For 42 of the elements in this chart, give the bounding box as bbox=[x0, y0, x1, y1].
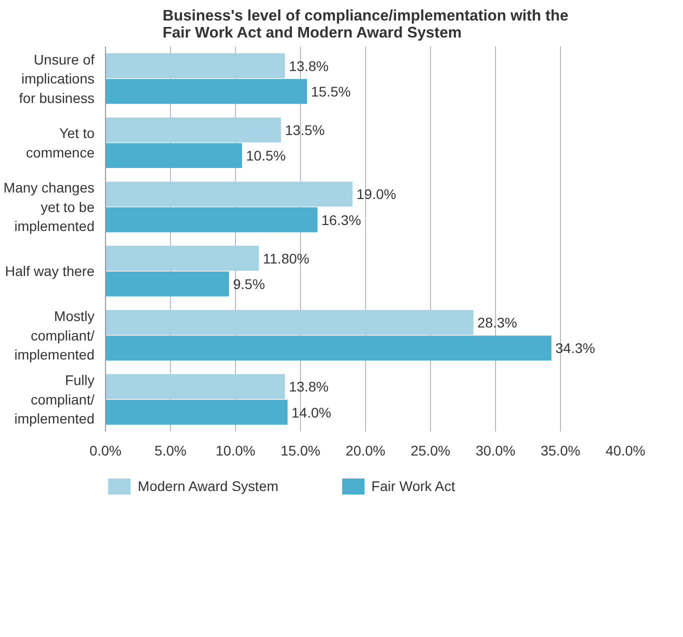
y-tick-label: Unsure of implications for business bbox=[19, 51, 95, 106]
x-tick-label: 0.0% bbox=[90, 442, 122, 458]
y-tick-label: Half way there bbox=[5, 263, 95, 280]
x-tick-label: 20.0% bbox=[346, 442, 386, 458]
x-tick-label: 25.0% bbox=[410, 442, 450, 458]
bar bbox=[106, 207, 318, 232]
y-tick-label: Many changes yet to be implemented bbox=[3, 180, 95, 234]
data-label: 15.5% bbox=[311, 83, 351, 100]
bar bbox=[106, 271, 229, 296]
y-tick-label: Fully compliant/ implemented bbox=[14, 372, 95, 427]
data-label: 14.0% bbox=[292, 404, 332, 420]
bar bbox=[106, 143, 242, 168]
x-tick-label: 30.0% bbox=[476, 442, 516, 458]
bar bbox=[106, 117, 281, 142]
x-tick-label: 10.0% bbox=[216, 442, 256, 458]
data-label: 11.80% bbox=[262, 250, 310, 266]
bar bbox=[106, 78, 307, 104]
data-label: 13.5% bbox=[285, 122, 325, 138]
bar bbox=[106, 400, 288, 425]
data-label: 10.5% bbox=[246, 148, 286, 164]
chart-title: Business's level of compliance/implementation with the Fair Work Act and Modern Award System bbox=[162, 8, 568, 42]
legend-label: Modern Award System bbox=[138, 478, 278, 494]
data-label: 34.3% bbox=[555, 340, 596, 356]
legend-label: Fair Work Act bbox=[371, 478, 456, 494]
bar bbox=[106, 336, 552, 361]
bar bbox=[106, 246, 259, 271]
y-tick-label: Mostly compliant/ implemented bbox=[14, 308, 95, 362]
x-tick-label: 15.0% bbox=[280, 442, 320, 458]
data-label: 16.3% bbox=[321, 212, 362, 228]
data-label: 13.8% bbox=[288, 58, 329, 74]
data-label: 28.3% bbox=[477, 314, 518, 330]
bar bbox=[106, 374, 285, 400]
y-tick-label: Yet to commence bbox=[26, 125, 95, 160]
data-label: 9.5% bbox=[233, 276, 265, 292]
bar bbox=[106, 310, 474, 335]
data-label: 19.0% bbox=[356, 186, 396, 202]
x-tick-label: 5.0% bbox=[154, 442, 186, 458]
x-tick-label: 35.0% bbox=[540, 442, 580, 458]
x-tick-label: 40.0% bbox=[606, 442, 646, 458]
data-label: 13.8% bbox=[288, 378, 329, 395]
bar bbox=[106, 53, 285, 78]
bar bbox=[106, 182, 352, 207]
